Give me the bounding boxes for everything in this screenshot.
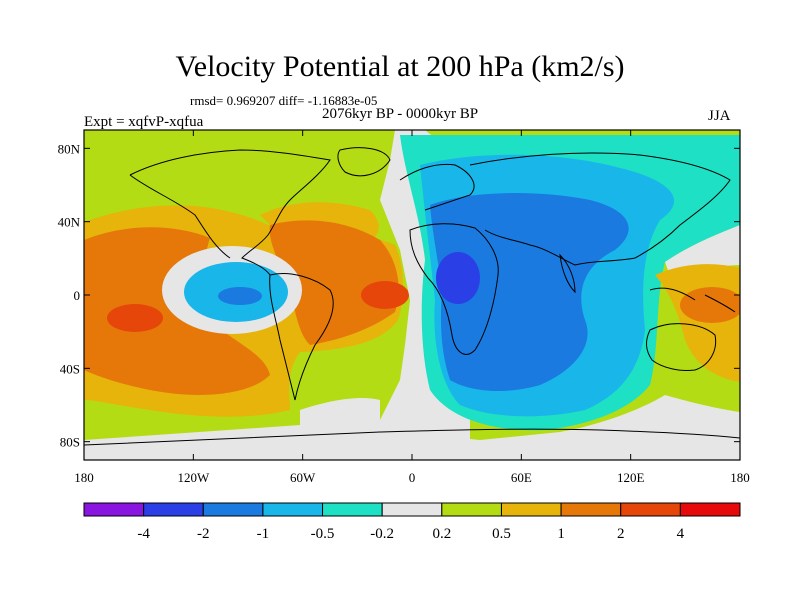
colorbar-swatch	[143, 502, 204, 517]
y-tick-label: 0	[74, 288, 81, 303]
colorbar-level-label: -2	[197, 526, 210, 542]
colorbar-level-label: 4	[677, 526, 685, 542]
x-tick-label: 180	[74, 470, 94, 485]
colorbar-swatch	[620, 502, 681, 517]
season-label: JJA	[708, 108, 731, 124]
x-tick-label: 180	[730, 470, 750, 485]
field-atlantic-darkorange	[269, 220, 399, 345]
colorbar-level-label: -0.5	[311, 526, 335, 542]
colorbar-swatch	[441, 502, 502, 517]
x-tick-label: 60E	[511, 470, 532, 485]
field-pacific-red	[107, 304, 163, 332]
x-axis: 180 120W 60W 0 60E 120E 180	[74, 130, 750, 485]
colorbar-swatch	[560, 502, 622, 517]
field-afr-darkblue	[436, 252, 480, 304]
x-tick-label: 120E	[617, 470, 645, 485]
colorbar-swatch	[679, 502, 741, 517]
colorbar-level-label: -0.2	[370, 526, 394, 542]
y-tick-label: 40S	[60, 361, 80, 376]
coastlines	[84, 147, 740, 446]
field-wpac-darkorange	[680, 287, 740, 323]
colorbar-swatch	[83, 502, 145, 517]
y-tick-label: 80N	[58, 141, 81, 156]
colorbar-level-label: 0.2	[432, 526, 451, 542]
x-tick-label: 120W	[177, 470, 210, 485]
field-atlantic-red	[361, 281, 409, 309]
colorbar-swatch	[322, 502, 383, 517]
colorbar-swatch	[381, 502, 443, 517]
colorbar-swatch	[202, 502, 264, 517]
colorbar-swatch	[262, 502, 324, 517]
colorbar-level-label: 2	[617, 526, 625, 542]
x-tick-label: 60W	[290, 470, 316, 485]
colorbar: -4 -2 -1 -0.5 -0.2 0.2 0.5 1 2 4	[83, 502, 741, 542]
colorbar-level-label: -4	[137, 526, 150, 542]
chart-title: Velocity Potential at 200 hPa (km2/s)	[175, 50, 625, 83]
colorbar-level-label: -1	[257, 526, 270, 542]
x-tick-label: 0	[409, 470, 416, 485]
experiment-label: Expt = xqfvP-xqfua	[84, 114, 204, 130]
field-epac-blue	[218, 287, 262, 305]
period-label: 2076kyr BP - 0000kyr BP	[322, 106, 479, 122]
y-tick-label: 40N	[58, 215, 81, 230]
colorbar-swatch	[500, 502, 562, 517]
colorbar-level-label: 1	[557, 526, 565, 542]
field-antarctic-grey	[84, 425, 740, 460]
rmsd-diff-label: rmsd= 0.969207 diff= -1.16883e-05	[190, 93, 378, 108]
field-grey-band	[360, 130, 470, 460]
y-axis: 80N 40N 0 40S 80S	[58, 141, 740, 450]
velocity-potential-field	[84, 130, 740, 460]
colorbar-level-label: 0.5	[492, 526, 511, 542]
y-tick-label: 80S	[60, 435, 80, 450]
